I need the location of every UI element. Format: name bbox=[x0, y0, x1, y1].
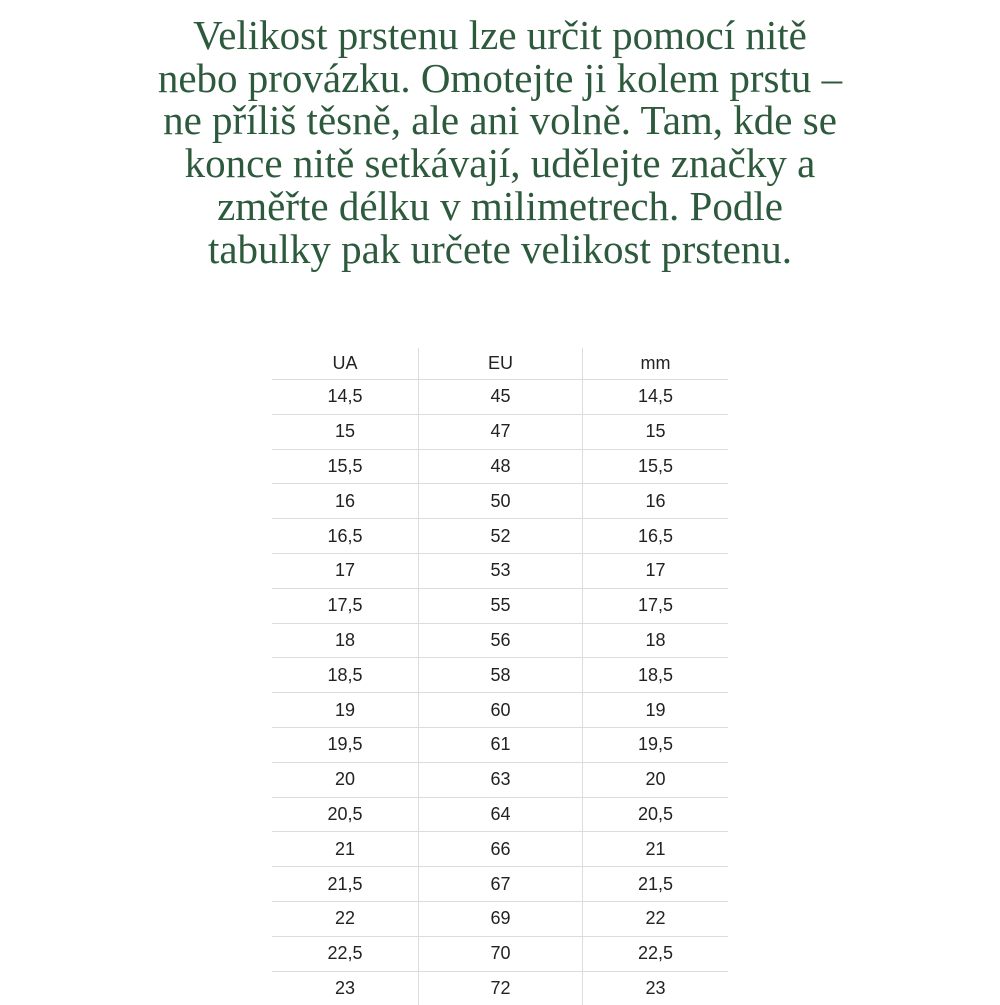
intro-line: změřte délku v milimetrech. Podle bbox=[217, 182, 783, 229]
table-cell: 18 bbox=[272, 623, 419, 659]
table-cell: 17 bbox=[272, 553, 419, 589]
table-cell: 18,5 bbox=[582, 657, 728, 694]
table-cell: 19,5 bbox=[272, 727, 419, 763]
ring-size-table: UA EU mm 14,5 45 14,5 15 47 15 15,5 48 15,5 16 50 16 1… bbox=[272, 348, 728, 1005]
table-cell: 20 bbox=[582, 762, 728, 798]
table-cell: 22,5 bbox=[582, 936, 728, 972]
table-cell: 15 bbox=[582, 414, 728, 450]
table-cell: 22 bbox=[582, 901, 728, 937]
table-cell: 16,5 bbox=[582, 518, 728, 554]
table-row: 15 47 15 bbox=[272, 414, 728, 450]
table-header-row: UA EU mm bbox=[272, 348, 728, 380]
column-header-mm: mm bbox=[582, 348, 728, 380]
table-cell: 19 bbox=[582, 692, 728, 728]
table-cell: 55 bbox=[418, 588, 583, 624]
table-row: 17 53 17 bbox=[272, 553, 728, 589]
table-row: 18,5 58 18,5 bbox=[272, 657, 728, 694]
table-cell: 14,5 bbox=[582, 379, 728, 415]
table-row: 19,5 61 19,5 bbox=[272, 727, 728, 763]
table-cell: 21,5 bbox=[272, 866, 419, 902]
table-cell: 72 bbox=[418, 971, 583, 1005]
table-cell: 23 bbox=[582, 971, 728, 1005]
table-row: 23 72 23 bbox=[272, 971, 728, 1005]
table-cell: 53 bbox=[418, 553, 583, 589]
table-cell: 17 bbox=[582, 553, 728, 589]
table-cell: 21 bbox=[582, 831, 728, 868]
table-cell: 20,5 bbox=[272, 797, 419, 833]
intro-text: Velikost prstenu lze určit pomocí nitě ne… bbox=[0, 14, 1000, 270]
table-row: 20,5 64 20,5 bbox=[272, 797, 728, 833]
table-cell: 21,5 bbox=[582, 866, 728, 902]
table-cell: 60 bbox=[418, 692, 583, 728]
table-cell: 22,5 bbox=[272, 936, 419, 972]
intro-line: ne příliš těsně, ale ani volně. Tam, kde… bbox=[163, 97, 837, 144]
table-row: 16 50 16 bbox=[272, 483, 728, 520]
table-cell: 18 bbox=[582, 623, 728, 659]
table-cell: 17,5 bbox=[582, 588, 728, 624]
table-cell: 67 bbox=[418, 866, 583, 902]
table-row: 18 56 18 bbox=[272, 623, 728, 659]
table-row: 21,5 67 21,5 bbox=[272, 866, 728, 902]
table-cell: 14,5 bbox=[272, 379, 419, 415]
table-cell: 45 bbox=[418, 379, 583, 415]
table-row: 22 69 22 bbox=[272, 901, 728, 937]
table-cell: 19 bbox=[272, 692, 419, 728]
table-cell: 21 bbox=[272, 831, 419, 868]
intro-line: nebo provázku. Omotejte ji kolem prstu – bbox=[157, 54, 843, 101]
intro-line: tabulky pak určete velikost prstenu. bbox=[207, 225, 793, 272]
table-cell: 23 bbox=[334, 977, 356, 998]
table-cell: 69 bbox=[418, 901, 583, 937]
column-header-ua: UA bbox=[272, 348, 419, 380]
column-header-eu: EU bbox=[418, 348, 583, 380]
table-cell: 66 bbox=[418, 831, 583, 868]
table-cell: 16 bbox=[582, 483, 728, 520]
table-cell: 16,5 bbox=[272, 518, 419, 554]
table-cell: 18,5 bbox=[272, 657, 419, 694]
table-cell: 50 bbox=[418, 483, 583, 520]
table-cell: 63 bbox=[418, 762, 583, 798]
table-cell: 16 bbox=[272, 483, 419, 520]
table-row: 15,5 48 15,5 bbox=[272, 449, 728, 485]
table-cell: 48 bbox=[418, 449, 583, 485]
table-cell: 19,5 bbox=[582, 727, 728, 763]
table-cell: 52 bbox=[418, 518, 583, 554]
table-cell: 15,5 bbox=[272, 449, 419, 485]
table-cell: 61 bbox=[418, 727, 583, 763]
table-cell: 20,5 bbox=[582, 797, 728, 833]
table-row: 19 60 19 bbox=[272, 692, 728, 728]
table-cell: 17,5 bbox=[272, 588, 419, 624]
table-cell: 15 bbox=[272, 414, 419, 450]
table-cell: 22 bbox=[272, 901, 419, 937]
table-row: 17,5 55 17,5 bbox=[272, 588, 728, 624]
table-row: 14,5 45 14,5 bbox=[272, 379, 728, 415]
table-cell: 70 bbox=[418, 936, 583, 972]
table-cell: 58 bbox=[418, 657, 583, 694]
table-cell: 64 bbox=[418, 797, 583, 833]
table-row: 22,5 70 22,5 bbox=[272, 936, 728, 972]
table-cell: 15,5 bbox=[582, 449, 728, 485]
table-cell: 56 bbox=[418, 623, 583, 659]
table-row: 20 63 20 bbox=[272, 762, 728, 798]
table-cell: 47 bbox=[418, 414, 583, 450]
table-row: 21 66 21 bbox=[272, 831, 728, 868]
table-row: 16,5 52 16,5 bbox=[272, 518, 728, 554]
intro-line: Velikost prstenu lze určit pomocí nitě bbox=[193, 12, 807, 58]
intro-line: konce nitě setkávají, udělejte značky a bbox=[184, 140, 816, 187]
table-cell: 20 bbox=[272, 762, 419, 798]
